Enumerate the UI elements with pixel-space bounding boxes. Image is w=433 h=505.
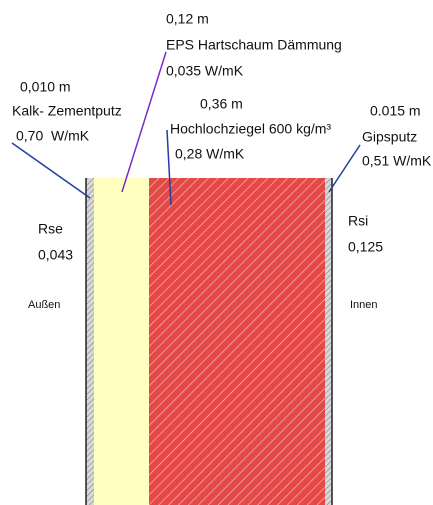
layer-thickness: 0.015 m — [370, 103, 421, 119]
leader-line — [328, 144, 361, 193]
layer-conductivity: 0,51 W/mK — [362, 153, 432, 169]
brick — [149, 178, 325, 505]
side-label: Außen — [28, 299, 60, 311]
leader-line — [166, 129, 172, 206]
leader-line — [121, 51, 167, 193]
layer-conductivity: 0,28 W/mK — [175, 146, 245, 162]
side-label: Innen — [350, 299, 378, 311]
outer-plaster — [86, 178, 94, 505]
resistance-label: Rsi — [348, 213, 368, 229]
layer-conductivity: 0,70 W/mK — [16, 128, 90, 144]
resistance-value: 0,043 — [38, 247, 73, 263]
resistance-label: Rse — [38, 221, 63, 237]
layer-conductivity: 0,035 W/mK — [166, 63, 244, 79]
leader-line — [11, 142, 91, 199]
layer-name: Kalk- Zementputz — [12, 103, 122, 119]
insulation — [94, 178, 149, 505]
layer-name: Hochlochziegel 600 kg/m³ — [170, 121, 331, 137]
layer-name: Gipsputz — [362, 129, 417, 145]
layer-thickness: 0,36 m — [200, 96, 243, 112]
resistance-value: 0,125 — [348, 239, 383, 255]
layer-thickness: 0,12 m — [166, 11, 209, 27]
layer-thickness: 0,010 m — [20, 79, 71, 95]
layer-name: EPS Hartschaum Dämmung — [166, 37, 342, 53]
inner-plaster — [325, 178, 332, 505]
